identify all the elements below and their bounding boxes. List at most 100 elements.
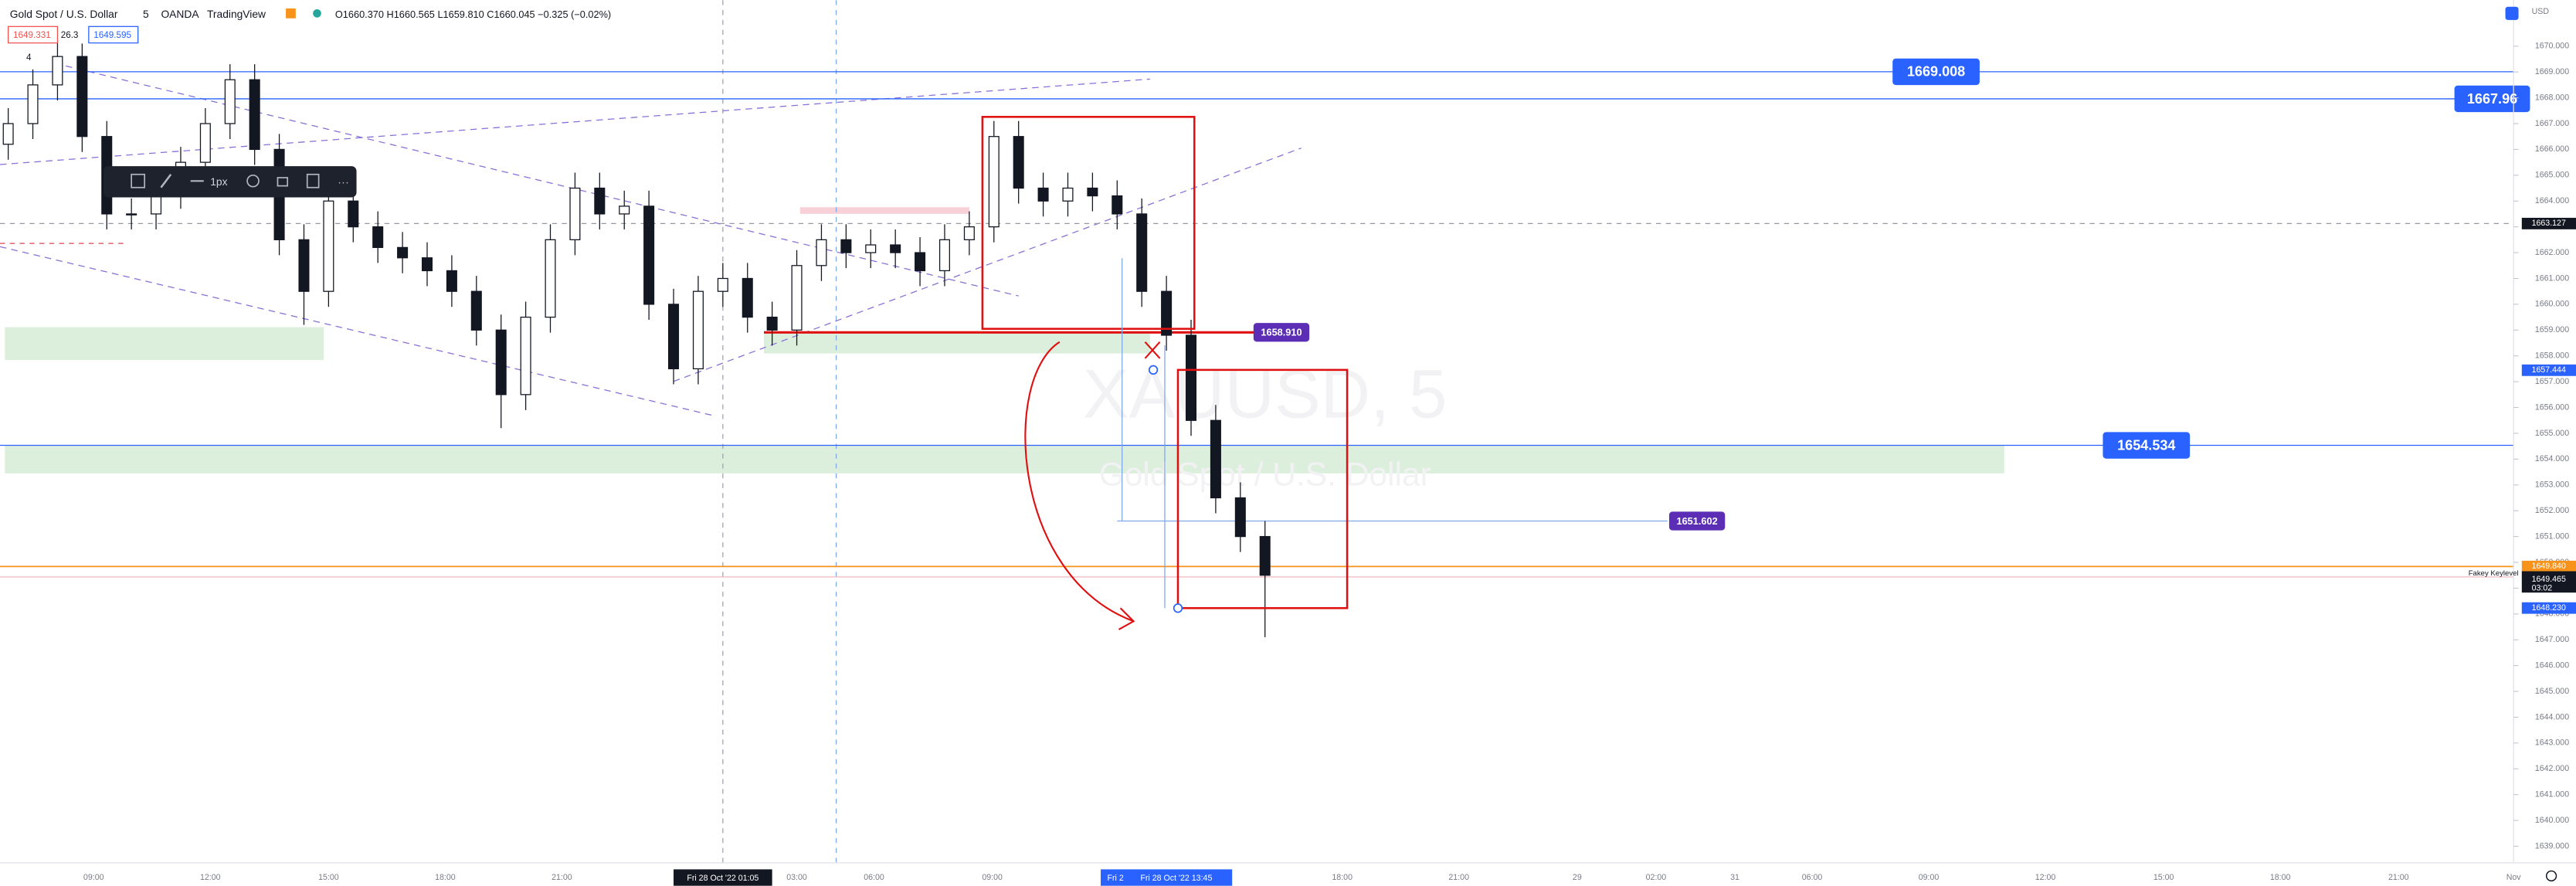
arrow-head [1118,607,1135,630]
candle-body [397,246,409,259]
red-box [981,116,1196,330]
y-tick-label: 1668.000 [2535,93,2569,102]
settings-button[interactable] [246,174,260,188]
candle-body [963,226,975,240]
x-tick-label: 21:00 [2388,873,2409,882]
candle-body [717,277,728,292]
candle-body [816,239,827,266]
template-button[interactable] [131,173,146,188]
color-button[interactable] [160,173,172,188]
candle-body [988,136,1000,228]
candle-body [52,56,63,86]
candle-body [520,316,531,395]
candle-body [224,79,236,124]
candle-body [1062,187,1074,202]
demand-zone [764,331,1150,354]
ohlc: O1660.370 H1660.565 L1659.810 C1660.045 … [335,8,611,20]
y-tick-label: 1655.000 [2535,429,2569,438]
y-tick-label: 1657.000 [2535,377,2569,386]
axis-marker [2521,602,2576,614]
sell-button[interactable] [7,25,59,44]
countdown: 03:02 [2532,584,2553,593]
y-tick-label: 1664.000 [2535,196,2569,205]
axis-marker-label: 1649.465 [2532,575,2566,584]
anchor[interactable] [1148,365,1159,375]
x-tick-label: 06:00 [864,873,884,882]
price-label-box [2103,432,2191,459]
x-tick-label: 06:00 [1802,873,1823,882]
y-tick-label: 1644.000 [2535,712,2569,721]
watermark-name: Gold Spot / U.S. Dollar [1099,456,1431,493]
sell-price[interactable]: 1649.331 [13,30,51,40]
y-tick-label: 1643.000 [2535,738,2569,748]
y-tick-label: 1647.000 [2535,635,2569,644]
price-label: 1669.008 [1907,64,1965,80]
y-tick-label: 1670.000 [2535,42,2569,51]
y-tick-label: 1640.000 [2535,816,2569,825]
candle-body [298,239,310,292]
x-tick-label: 31 [1730,873,1739,882]
candle-body [76,56,88,137]
time-axis: 09:00 12:00 15:00 18:00 21:00 03:00 06:00 09:00… [83,869,2522,886]
arrow [1024,341,1134,623]
interval: 5 [143,8,149,20]
buy-price[interactable]: 1649.595 [93,30,131,40]
y-tick-label: 1661.000 [2535,273,2569,283]
y-tick-label: 1656.000 [2535,402,2569,412]
buy-button[interactable] [88,25,139,44]
trend-line [0,246,715,417]
candle-body [890,244,901,253]
candle-body [199,123,211,163]
drawing-toolbar: 1px ··· [103,166,357,198]
x-tick-label: Nov [2506,873,2522,882]
candle-body [1234,497,1246,538]
y-tick-label: 1667.000 [2535,119,2569,128]
candle-body [323,200,334,292]
candle-body [495,329,507,395]
candle-body [372,226,384,249]
delete-button[interactable] [306,173,320,188]
price-label-box [2454,85,2530,113]
crosshair-time-box [1101,869,1233,886]
trend-line [65,65,1019,297]
settings-icon[interactable] [2545,870,2557,882]
lock-button[interactable] [277,177,289,187]
y-tick-label: 1645.000 [2535,687,2569,696]
candle-body [126,213,137,216]
candle-body [643,205,655,305]
candle-body [791,265,803,331]
y-tick-label: 1639.000 [2535,841,2569,850]
candle-body [1087,187,1098,197]
x-tick-label: 12:00 [200,873,221,882]
x-tick-label: 18:00 [2270,873,2291,882]
axis-marker [2521,560,2576,572]
axis-marker [2521,364,2576,376]
alert-button[interactable] [2505,6,2519,20]
zones [0,0,2514,863]
candle-body [1136,213,1148,292]
crosshair-time-box [674,869,772,886]
candle-body [619,205,630,215]
anchor[interactable] [1173,603,1183,613]
candle-body [594,187,606,215]
candles [2,41,1271,637]
candle-body [692,290,704,370]
line-width[interactable]: 1px [210,175,227,188]
candle-body [840,239,852,253]
candle-body [569,187,581,240]
candle-body [545,239,556,318]
candle-body [470,290,482,331]
watermark-symbol: XAUUSD, 5 [1083,355,1448,433]
indicator-count[interactable]: 4 [26,53,32,63]
toolbar-bg [103,166,357,198]
x-tick-label: 18:00 [435,873,456,882]
price-axis: USD 1670.000 1669.000 1668.000 1667.000 1666… [0,0,2576,864]
more-button[interactable]: ··· [338,176,349,188]
price-label: 1651.602 [1677,515,1718,527]
y-tick-label: 1641.000 [2535,790,2569,799]
candle-body [1210,419,1221,499]
y-tick-label: 1669.000 [2535,67,2569,76]
candle-body [1185,334,1197,421]
trend-line [673,148,1302,382]
